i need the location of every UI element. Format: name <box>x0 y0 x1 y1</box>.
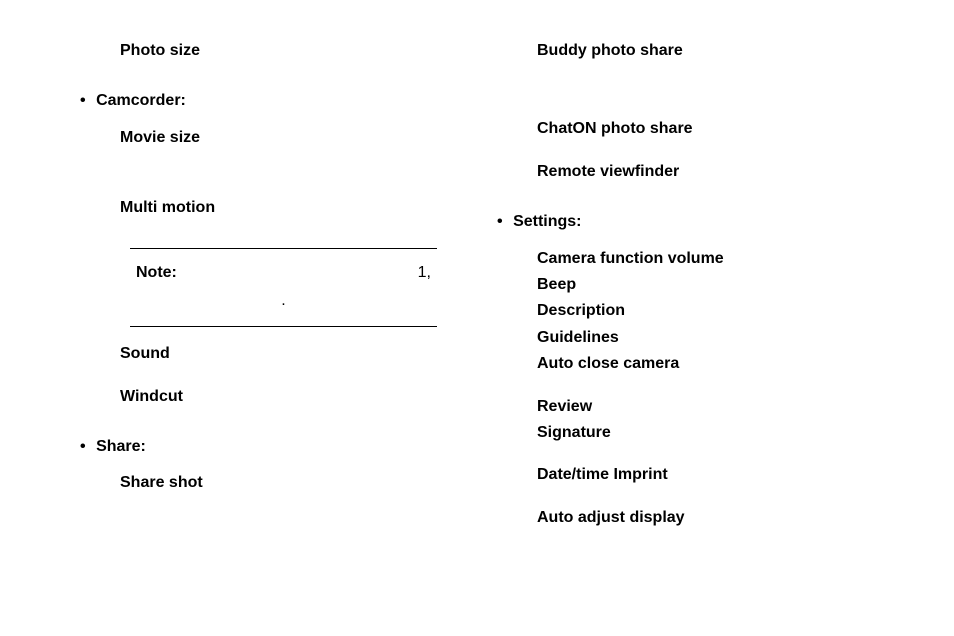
item-auto-close-camera: Auto close camera <box>537 353 874 375</box>
term-auto-close-camera: Auto close camera <box>537 355 679 372</box>
header-settings-label: Settings: <box>513 213 581 230</box>
term-auto-adjust-display: Auto adjust display <box>537 509 685 526</box>
item-multi-motion: Multi motion <box>120 197 457 219</box>
term-beep: Beep <box>537 276 576 293</box>
note-tail1: 1, <box>418 259 431 288</box>
term-photo-size: Photo size <box>120 42 200 59</box>
header-camcorder-label: Camcorder: <box>96 92 186 109</box>
item-camera-function-volume: Camera function volume <box>537 248 874 270</box>
item-signature: Signature <box>537 422 874 444</box>
term-review: Review <box>537 398 592 415</box>
header-camcorder: Camcorder: <box>80 90 457 112</box>
item-beep: Beep <box>537 274 874 296</box>
term-sound: Sound <box>120 345 170 362</box>
right-column: Buddy photo share ChatON photo share Rem… <box>497 40 914 533</box>
term-date-time-imprint: Date/time Imprint <box>537 466 668 483</box>
term-share-shot: Share shot <box>120 474 203 491</box>
item-sound: Sound <box>120 343 457 365</box>
item-guidelines: Guidelines <box>537 327 874 349</box>
item-chaton-photo-share: ChatON photo share <box>537 118 874 140</box>
item-date-time-imprint: Date/time Imprint <box>537 464 874 486</box>
term-buddy-photo-share: Buddy photo share <box>537 42 683 59</box>
item-auto-adjust-display: Auto adjust display <box>537 507 874 529</box>
item-remote-viewfinder: Remote viewfinder <box>537 161 874 183</box>
item-buddy-photo-share: Buddy photo share <box>537 40 874 62</box>
term-remote-viewfinder: Remote viewfinder <box>537 163 679 180</box>
term-camera-function-volume: Camera function volume <box>537 250 724 267</box>
item-description: Description <box>537 300 874 322</box>
term-multi-motion: Multi motion <box>120 199 215 216</box>
item-windcut: Windcut <box>120 386 457 408</box>
term-windcut: Windcut <box>120 388 183 405</box>
header-settings: Settings: <box>497 211 874 233</box>
item-photo-size: Photo size <box>120 40 457 62</box>
term-guidelines: Guidelines <box>537 329 619 346</box>
item-share-shot: Share shot <box>120 472 457 494</box>
term-chaton-photo-share: ChatON photo share <box>537 120 693 137</box>
note-tail2: . <box>281 292 285 309</box>
left-column: Photo size Camcorder: Movie size Multi m… <box>100 40 497 533</box>
term-movie-size: Movie size <box>120 129 200 146</box>
header-share-label: Share: <box>96 438 146 455</box>
note-box: Note: 1, . <box>130 248 437 328</box>
item-review: Review <box>537 396 874 418</box>
term-signature: Signature <box>537 424 611 441</box>
note-label: Note: <box>136 259 177 288</box>
item-movie-size: Movie size <box>120 127 457 149</box>
header-share: Share: <box>80 436 457 458</box>
page-content: Photo size Camcorder: Movie size Multi m… <box>0 0 954 573</box>
term-description: Description <box>537 302 625 319</box>
